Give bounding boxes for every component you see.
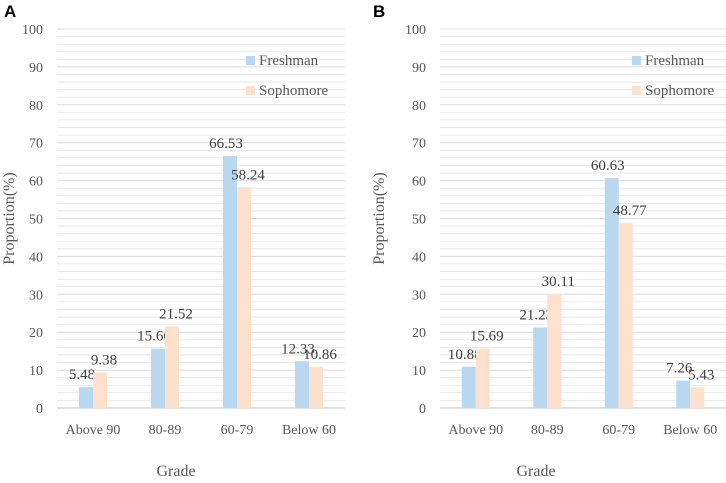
y-tick-label: 70 [412, 137, 426, 152]
panel-letter: B [373, 2, 385, 21]
x-tick-label: 60-79 [602, 423, 635, 438]
y-tick-label: 60 [412, 175, 426, 190]
data-label: 12.33 [281, 341, 315, 357]
data-label: 15.66 [137, 329, 171, 345]
legend-label-sophomore: Sophomore [645, 83, 715, 99]
legend-swatch-freshman [632, 56, 641, 65]
bar-sophomore [93, 372, 107, 408]
y-tick-label: 20 [412, 326, 426, 341]
panel-letter: A [4, 2, 16, 21]
legend-label-freshman: Freshman [645, 53, 705, 69]
bar-freshman [151, 348, 165, 408]
bar-sophomore [309, 366, 323, 408]
x-tick-label: Below 60 [663, 423, 717, 438]
x-tick-label: 80-89 [531, 423, 564, 438]
chart-panel-a: A 0 10 20 30 40 50 60 70 80 90 100 Proportion(%) Grad… [1, 2, 345, 480]
data-label: 60.63 [591, 158, 625, 174]
y-tick-label: 50 [29, 213, 43, 228]
y-tick-label: 10 [29, 364, 43, 379]
y-tick-label: 70 [29, 137, 43, 152]
x-axis-title: Grade [516, 463, 555, 480]
y-tick-label: 0 [419, 402, 426, 417]
y-tick-label: 100 [405, 23, 426, 38]
bar-sophomore [547, 293, 562, 408]
y-tick-label: 40 [29, 250, 43, 265]
y-tick-label: 30 [29, 288, 43, 303]
chart-panel-b: B 0 10 20 30 40 50 60 70 80 90 100 Proportion(%) Grad… [371, 2, 726, 480]
bar-freshman [533, 327, 548, 408]
bar-freshman [676, 380, 691, 408]
legend-swatch-sophomore [246, 86, 255, 95]
bar-freshman [79, 387, 93, 408]
bar-sophomore [237, 187, 251, 408]
bar-sophomore [475, 348, 490, 408]
y-axis-title: Proportion(%) [1, 172, 18, 264]
y-tick-label: 50 [412, 213, 426, 228]
data-label: 48.77 [613, 203, 647, 219]
y-tick-label: 80 [412, 99, 426, 114]
y-tick-label: 80 [29, 99, 43, 114]
y-tick-label: 60 [29, 175, 43, 190]
legend-swatch-freshman [246, 56, 255, 65]
x-tick-label: Above 90 [66, 423, 121, 438]
y-tick-label: 90 [412, 61, 426, 76]
y-tick-label: 30 [412, 288, 426, 303]
y-tick-label: 10 [412, 364, 426, 379]
bar-sophomore [690, 387, 705, 408]
legend-swatch-sophomore [632, 86, 641, 95]
legend-label-freshman: Freshman [259, 53, 319, 69]
bar-sophomore [618, 223, 633, 408]
data-label: 58.24 [231, 167, 265, 183]
data-label: 5.43 [688, 367, 714, 383]
y-axis-title: Proportion(%) [371, 172, 388, 264]
x-tick-label: Below 60 [282, 423, 336, 438]
data-label: 10.86 [303, 347, 337, 363]
x-axis-title: Grade [156, 463, 195, 480]
data-label: 9.38 [91, 352, 117, 368]
y-tick-label: 90 [29, 61, 43, 76]
data-label: 5.48 [69, 367, 95, 383]
data-label: 7.26 [666, 360, 693, 376]
data-label: 66.53 [209, 136, 243, 152]
data-label: 10.88 [448, 347, 482, 363]
y-tick-label: 0 [36, 402, 43, 417]
legend-label-sophomore: Sophomore [259, 83, 329, 99]
data-label: 21.23 [519, 308, 553, 324]
data-label: 15.69 [470, 329, 504, 345]
data-label: 30.11 [542, 274, 575, 290]
x-tick-label: Above 90 [448, 423, 503, 438]
data-label: 21.52 [159, 306, 193, 322]
y-tick-label: 100 [22, 23, 43, 38]
bar-freshman [295, 361, 309, 408]
bar-freshman [604, 178, 619, 408]
x-tick-label: 60-79 [221, 423, 254, 438]
y-tick-label: 20 [29, 326, 43, 341]
y-tick-label: 40 [412, 250, 426, 265]
x-tick-label: 80-89 [149, 423, 182, 438]
bar-freshman [223, 155, 237, 408]
bar-freshman [461, 366, 476, 408]
bar-sophomore [165, 326, 179, 408]
